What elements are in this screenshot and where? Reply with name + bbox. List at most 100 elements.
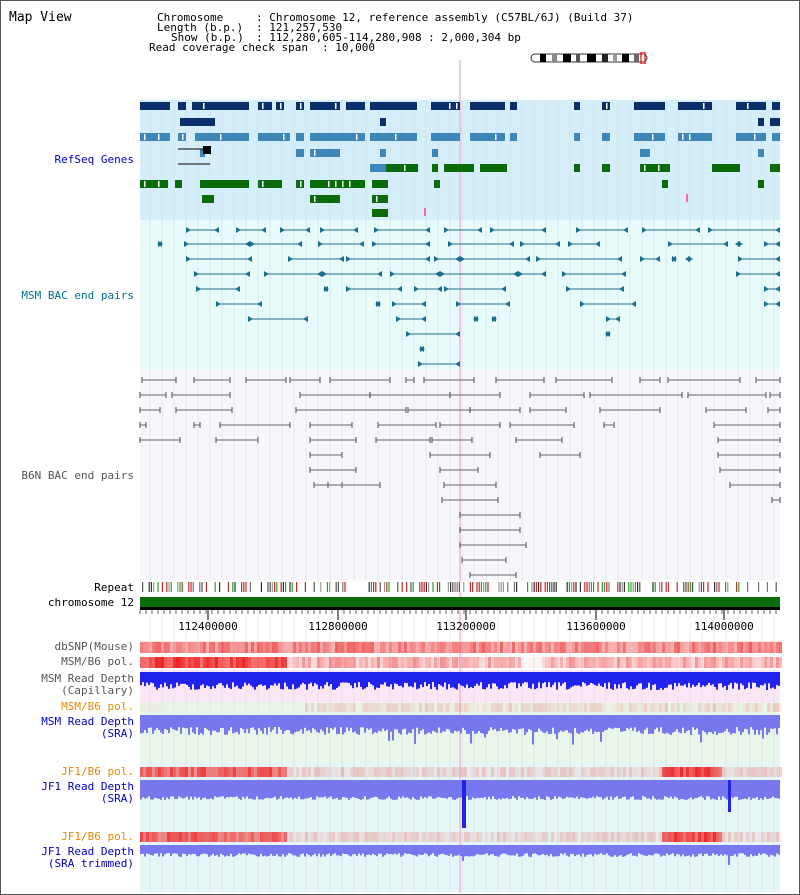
jf1-sra-depth [304, 780, 306, 799]
msm-capillary-depth [180, 672, 182, 684]
msm-pol2-cell [557, 703, 560, 712]
dbsnp-cell [533, 642, 536, 653]
dbsnp-cell [221, 642, 224, 653]
msm-capillary-depth [404, 672, 406, 683]
msm-pol-cell [761, 657, 764, 668]
jf1-pol2-cell [176, 832, 179, 842]
msm-sra-depth [704, 715, 706, 733]
msm-capillary-depth [204, 672, 206, 688]
repeat-mark [190, 582, 192, 592]
msm-sra-depth [170, 715, 172, 728]
msm-pol-cell [287, 657, 290, 668]
jf1-sra-depth [558, 780, 560, 797]
jf1-pol2-cell [563, 832, 566, 842]
jf1-trimmed-depth [568, 845, 570, 857]
jf1-sra-depth [564, 780, 566, 799]
msm-pol2-cell [527, 703, 530, 712]
msm-capillary-depth [676, 672, 678, 687]
msm-pol-cell [515, 657, 518, 668]
msm-pol-cell [644, 657, 647, 668]
dbsnp-cell [233, 642, 236, 653]
gene-feature [203, 146, 211, 154]
chromosome-ideogram[interactable] [530, 52, 650, 64]
jf1-sra-depth [184, 780, 186, 798]
msm-pol-cell [608, 657, 611, 668]
jf1-pol2-cell [425, 832, 428, 842]
dbsnp-cell [512, 642, 515, 653]
jf1-trimmed-depth [390, 845, 392, 854]
msm-sra-depth [352, 715, 354, 733]
jf1-trimmed-depth [756, 845, 758, 856]
msm-capillary-depth [726, 672, 728, 690]
jf1-pol2-cell [698, 832, 701, 842]
jf1-sra-depth [704, 780, 706, 800]
jf1-pol-cell [308, 767, 311, 777]
msm-sra-depth [610, 715, 612, 729]
jf1-trimmed-depth [374, 845, 376, 855]
jf1-pol2-cell [584, 832, 587, 842]
repeat-mark [335, 582, 337, 592]
jf1-pol-cell [536, 767, 539, 777]
msm-pol2-cell [155, 703, 158, 712]
msm-capillary-depth [268, 672, 270, 689]
msm-pol2-cell [470, 703, 473, 712]
msm-capillary-depth [466, 672, 468, 685]
dbsnp-cell [374, 642, 377, 653]
jf1-trimmed-depth [298, 845, 300, 857]
msm-sra-depth [548, 715, 550, 735]
msm-bac-end [509, 241, 514, 247]
jf1-pol2-cell [389, 832, 392, 842]
msm-sra-depth [674, 715, 676, 732]
msm-bac-end [250, 241, 255, 247]
jf1-sra-depth [324, 780, 326, 797]
msm-sra-depth [668, 715, 670, 734]
msm-bac-end [264, 271, 269, 277]
msm-sra-depth [756, 715, 758, 730]
jf1-sra-depth [638, 780, 640, 800]
msm-sra-depth [608, 715, 610, 728]
repeat-mark [617, 582, 619, 592]
msm-bac-end [455, 361, 460, 367]
msm-pol2-cell [692, 703, 695, 712]
msm-pol2-cell [374, 703, 377, 712]
jf1-sra-depth [294, 780, 296, 798]
jf1-pol-cell [383, 767, 386, 777]
jf1-pol2-cell [566, 832, 569, 842]
msm-pol-cell [446, 657, 449, 668]
msm-pol2-cell [593, 703, 596, 712]
jf1-sra-depth [474, 780, 476, 799]
msm-pol-cell [524, 657, 527, 668]
jf1-pol-cell [410, 767, 413, 777]
msm-bac-end [723, 241, 728, 247]
msm-bac-end [421, 301, 426, 307]
jf1-pol2-cell [641, 832, 644, 842]
msm-sra-depth [412, 715, 414, 730]
jf1-pol-cell [530, 767, 533, 777]
dbsnp-cell [665, 642, 668, 653]
jf1-sra-depth [752, 780, 754, 799]
msm-pol2-cell [776, 703, 779, 712]
jf1-pol2-cell [686, 832, 689, 842]
label-jf1-b6-pol-1: JF1/B6 pol. [61, 765, 134, 778]
msm-pol-cell [362, 657, 365, 668]
jf1-pol-cell [479, 767, 482, 777]
msm-sra-depth [598, 715, 600, 732]
msm-sra-depth [216, 715, 218, 733]
repeat-mark [507, 582, 509, 592]
jf1-trimmed-depth [566, 845, 568, 856]
dbsnp-cell [281, 642, 284, 653]
jf1-sra-depth [630, 780, 632, 798]
msm-sra-depth [538, 715, 540, 729]
msm-bac-end [655, 256, 660, 262]
jf1-pol2-cell [194, 832, 197, 842]
msm-pol2-cell [755, 703, 758, 712]
label-line: JF1 Read Depth [41, 780, 134, 793]
jf1-sra-peak [728, 780, 731, 812]
repeat-mark [736, 582, 738, 592]
msm-capillary-depth [356, 672, 358, 688]
jf1-pol2-cell [377, 832, 380, 842]
jf1-pol2-cell [704, 832, 707, 842]
msm-sra-depth [338, 715, 340, 734]
dbsnp-cell [215, 642, 218, 653]
dbsnp-cell [590, 642, 593, 653]
